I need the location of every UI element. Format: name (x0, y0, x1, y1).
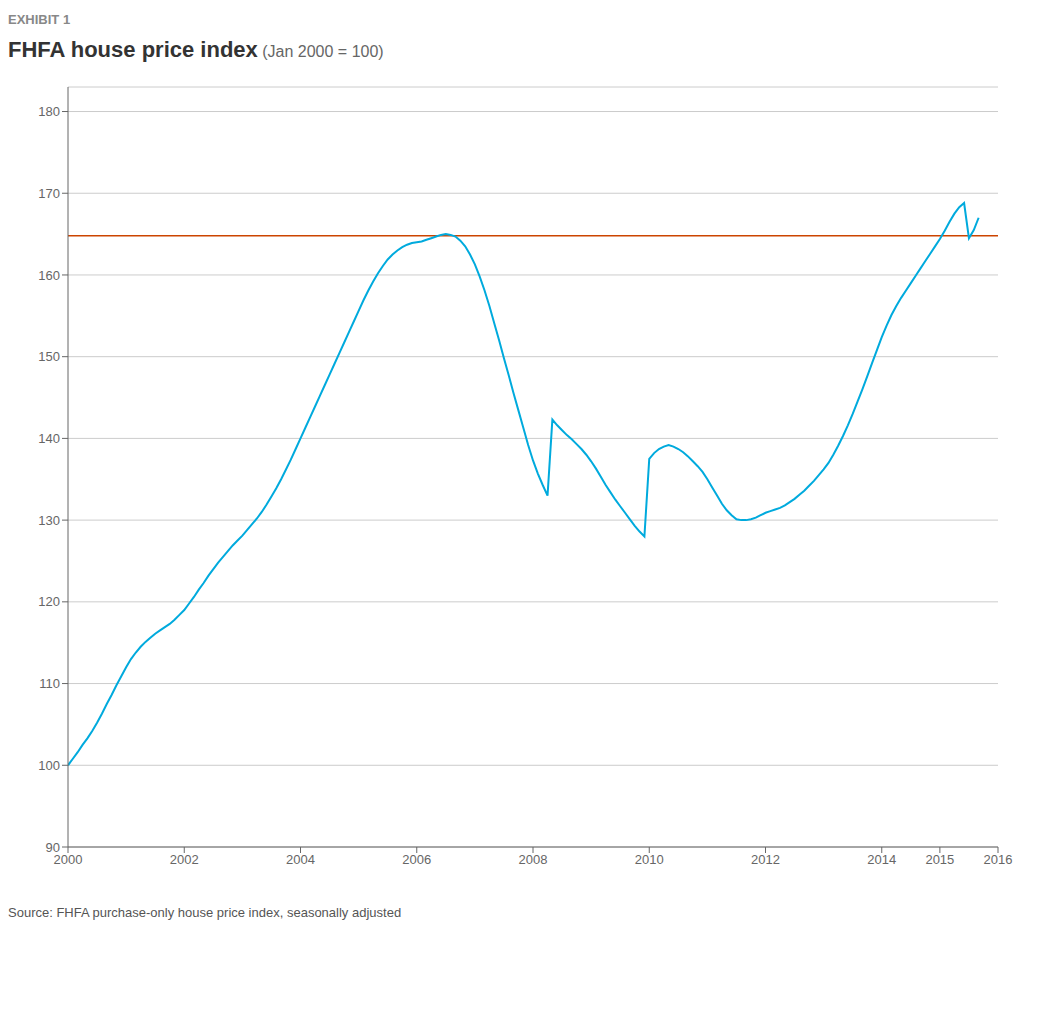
svg-text:2015: 2015 (925, 852, 954, 867)
svg-text:2010: 2010 (635, 852, 664, 867)
svg-text:140: 140 (38, 431, 60, 446)
svg-text:120: 120 (38, 594, 60, 609)
svg-text:90: 90 (46, 840, 60, 855)
html-text:FHFA house price index (Jan 20: FHFA house price index (Jan 2000 = 100) (8, 37, 384, 62)
svg-text:2002: 2002 (170, 852, 199, 867)
svg-text:160: 160 (38, 268, 60, 283)
svg-text:2016: 2016 (984, 852, 1013, 867)
svg-text:100: 100 (38, 758, 60, 773)
svg-text:150: 150 (38, 349, 60, 364)
svg-text:2012: 2012 (751, 852, 780, 867)
svg-text:2006: 2006 (402, 852, 431, 867)
svg-text:180: 180 (38, 104, 60, 119)
svg-text:2014: 2014 (867, 852, 896, 867)
svg-text:2004: 2004 (286, 852, 315, 867)
svg-text:2000: 2000 (53, 852, 83, 868)
svg-text:110: 110 (39, 676, 60, 691)
svg-text:2008: 2008 (519, 852, 548, 867)
svg-text:130: 130 (38, 513, 60, 528)
svg-text:170: 170 (38, 186, 60, 201)
html-text:Source: FHFA purchase-only hou: Source: FHFA purchase-only house price i… (8, 905, 402, 920)
html-text:EXHIBIT 1: EXHIBIT 1 (8, 12, 71, 27)
